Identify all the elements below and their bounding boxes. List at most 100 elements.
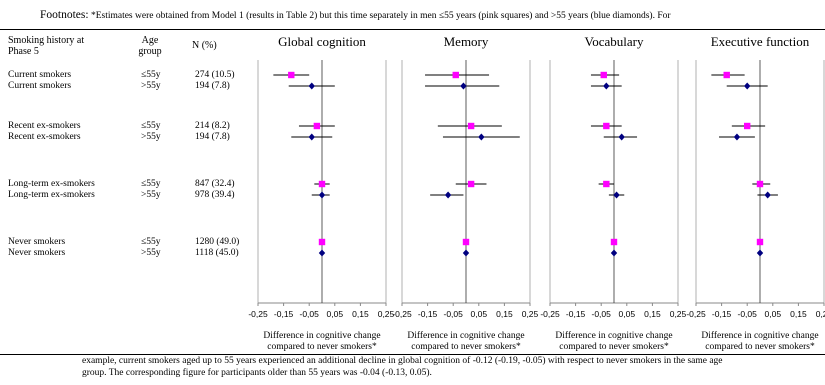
estimate-diamond xyxy=(618,133,625,141)
row-n-percent: 847 (32.4) xyxy=(195,179,235,189)
x-tick-label: 0,25 xyxy=(378,309,395,319)
row-smoking-history: Recent ex-smokers xyxy=(8,121,81,131)
estimate-diamond xyxy=(460,82,467,90)
x-axis-label: Difference in cognitive change compared t… xyxy=(534,331,694,353)
x-tick-label: -0,05 xyxy=(738,309,758,319)
x-tick-label: 0,05 xyxy=(765,309,782,319)
x-tick-label: -0,15 xyxy=(274,309,294,319)
estimate-diamond xyxy=(308,133,315,141)
estimate-diamond xyxy=(444,191,452,199)
x-tick-label: -0,15 xyxy=(418,309,438,319)
estimate-square xyxy=(744,122,751,130)
x-tick-label: 0,05 xyxy=(619,309,636,319)
estimate-diamond xyxy=(462,249,470,257)
footnote-bottom-line1: example, current smokers aged up to 55 y… xyxy=(82,356,723,366)
x-axis-label-line2: compared to never smokers* xyxy=(267,342,377,352)
estimate-square xyxy=(467,122,475,130)
estimate-diamond xyxy=(318,249,326,257)
row-smoking-history: Never smokers xyxy=(8,248,66,258)
x-tick-label: -0,05 xyxy=(592,309,612,319)
x-tick-label: -0,05 xyxy=(444,309,464,319)
row-age-group: ≤55y xyxy=(141,70,161,80)
row-smoking-history: Long-term ex-smokers xyxy=(8,179,95,189)
estimate-diamond xyxy=(733,133,741,141)
estimate-square xyxy=(756,180,764,188)
estimate-square xyxy=(756,238,764,246)
footnote-bottom-line2: group. The corresponding figure for part… xyxy=(82,368,432,378)
estimate-square xyxy=(467,180,475,188)
estimate-square xyxy=(603,122,610,130)
panel-title: Executive function xyxy=(710,34,810,49)
x-axis-label-line1: Difference in cognitive change xyxy=(407,331,525,341)
header-n-percent: N (%) xyxy=(192,40,217,51)
footnote-top: Footnotes: *Estimates were obtained from… xyxy=(40,9,671,21)
x-tick-label: 0,05 xyxy=(471,309,488,319)
x-axis-label-line2: compared to never smokers* xyxy=(559,342,669,352)
table-bottom-rule xyxy=(0,354,825,355)
header-age-group: Age group xyxy=(130,35,170,57)
panel-title: Vocabulary xyxy=(584,34,644,49)
header-smoking-history: Smoking history at Phase 5 xyxy=(8,35,84,57)
row-smoking-history: Current smokers xyxy=(8,81,72,91)
row-smoking-history: Never smokers xyxy=(8,237,66,247)
row-age-group: ≤55y xyxy=(141,237,161,247)
x-tick-label: -0,25 xyxy=(248,309,268,319)
row-age-group: >55y xyxy=(141,81,161,91)
estimate-square xyxy=(313,122,321,130)
x-axis-label-line1: Difference in cognitive change xyxy=(701,331,819,341)
x-tick-label: -0,15 xyxy=(566,309,586,319)
x-axis-label-line1: Difference in cognitive change xyxy=(555,331,673,341)
estimate-square xyxy=(603,180,610,188)
header-age-line2: group xyxy=(138,46,162,57)
row-n-percent: 1280 (49.0) xyxy=(195,237,240,247)
x-axis-label: Difference in cognitive change compared t… xyxy=(242,331,402,353)
x-axis-label: Difference in cognitive change compared t… xyxy=(386,331,546,353)
x-tick-label: 0,25 xyxy=(670,309,687,319)
estimate-square xyxy=(723,71,730,79)
estimate-diamond xyxy=(764,191,771,199)
x-tick-label: 0,15 xyxy=(352,309,369,319)
estimate-diamond xyxy=(318,191,326,199)
x-axis-label-line1: Difference in cognitive change xyxy=(263,331,381,341)
x-axis-label-line2: compared to never smokers* xyxy=(705,342,815,352)
estimate-square xyxy=(318,238,326,246)
header-age-line1: Age xyxy=(141,35,159,46)
row-smoking-history: Recent ex-smokers xyxy=(8,132,81,142)
x-tick-label: -0,25 xyxy=(686,309,706,319)
estimate-diamond xyxy=(603,82,610,90)
estimate-square xyxy=(610,238,618,246)
table-top-rule xyxy=(0,29,825,30)
estimate-diamond xyxy=(308,82,315,90)
row-n-percent: 194 (7.8) xyxy=(195,81,230,91)
x-tick-label: -0,05 xyxy=(300,309,320,319)
estimate-diamond xyxy=(744,82,751,90)
row-smoking-history: Current smokers xyxy=(8,70,72,80)
x-tick-label: 0,15 xyxy=(496,309,513,319)
estimate-square xyxy=(288,71,295,79)
header-smoking-line2: Phase 5 xyxy=(8,46,39,57)
row-n-percent: 194 (7.8) xyxy=(195,132,230,142)
row-n-percent: 274 (10.5) xyxy=(195,70,235,80)
panel-title: Global cognition xyxy=(278,34,366,49)
x-tick-label: 0,15 xyxy=(644,309,661,319)
x-axis-label-line2: compared to never smokers* xyxy=(411,342,521,352)
x-tick-label: -0,15 xyxy=(712,309,732,319)
footnote-label: Footnotes: xyxy=(40,9,89,21)
estimate-square xyxy=(600,71,607,79)
estimate-square xyxy=(452,71,459,79)
estimate-diamond xyxy=(613,191,620,199)
panel-title: Memory xyxy=(443,34,489,49)
x-axis-label: Difference in cognitive change compared t… xyxy=(680,331,825,353)
estimate-square xyxy=(318,180,326,188)
row-age-group: ≤55y xyxy=(141,179,161,189)
x-tick-label: 0,15 xyxy=(790,309,807,319)
row-age-group: >55y xyxy=(141,248,161,258)
row-age-group: ≤55y xyxy=(141,121,161,131)
x-tick-label: 0,05 xyxy=(327,309,344,319)
row-n-percent: 1118 (45.0) xyxy=(195,248,239,258)
estimate-diamond xyxy=(610,249,618,257)
footnote-text: *Estimates were obtained from Model 1 (r… xyxy=(90,11,671,21)
row-n-percent: 214 (8.2) xyxy=(195,121,230,131)
estimate-square xyxy=(462,238,470,246)
